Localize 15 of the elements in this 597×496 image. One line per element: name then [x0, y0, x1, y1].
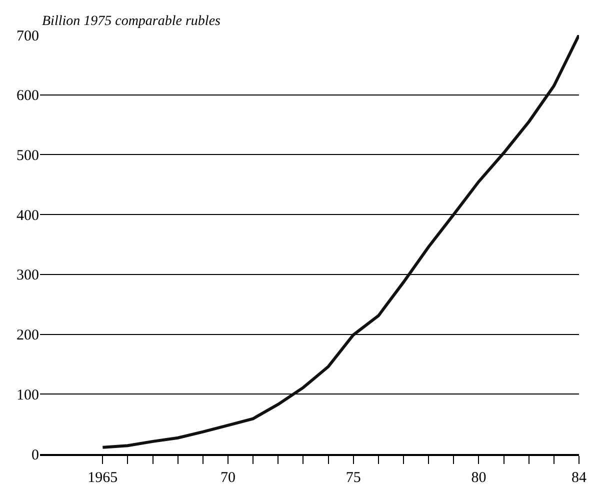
y-tick-label: 700	[16, 28, 39, 44]
y-tick-label: 400	[16, 208, 39, 224]
y-tick-label: 100	[16, 387, 39, 404]
y-tick-label: 500	[16, 148, 39, 164]
x-tick-label: 84	[572, 470, 587, 486]
x-tick-label: 80	[471, 470, 486, 486]
x-tick-label: 1965	[88, 470, 118, 486]
x-tick-label: 75	[346, 470, 361, 486]
y-tick-label: 600	[16, 88, 39, 104]
y-tick-label: 200	[16, 328, 39, 344]
line-series	[101, 35, 579, 449]
y-tick-label: 0	[32, 447, 39, 464]
y-tick-label: 300	[16, 268, 39, 284]
x-tick-label: 70	[220, 470, 236, 486]
y-axis-title: Billion 1975 comparable rubles	[42, 14, 222, 29]
